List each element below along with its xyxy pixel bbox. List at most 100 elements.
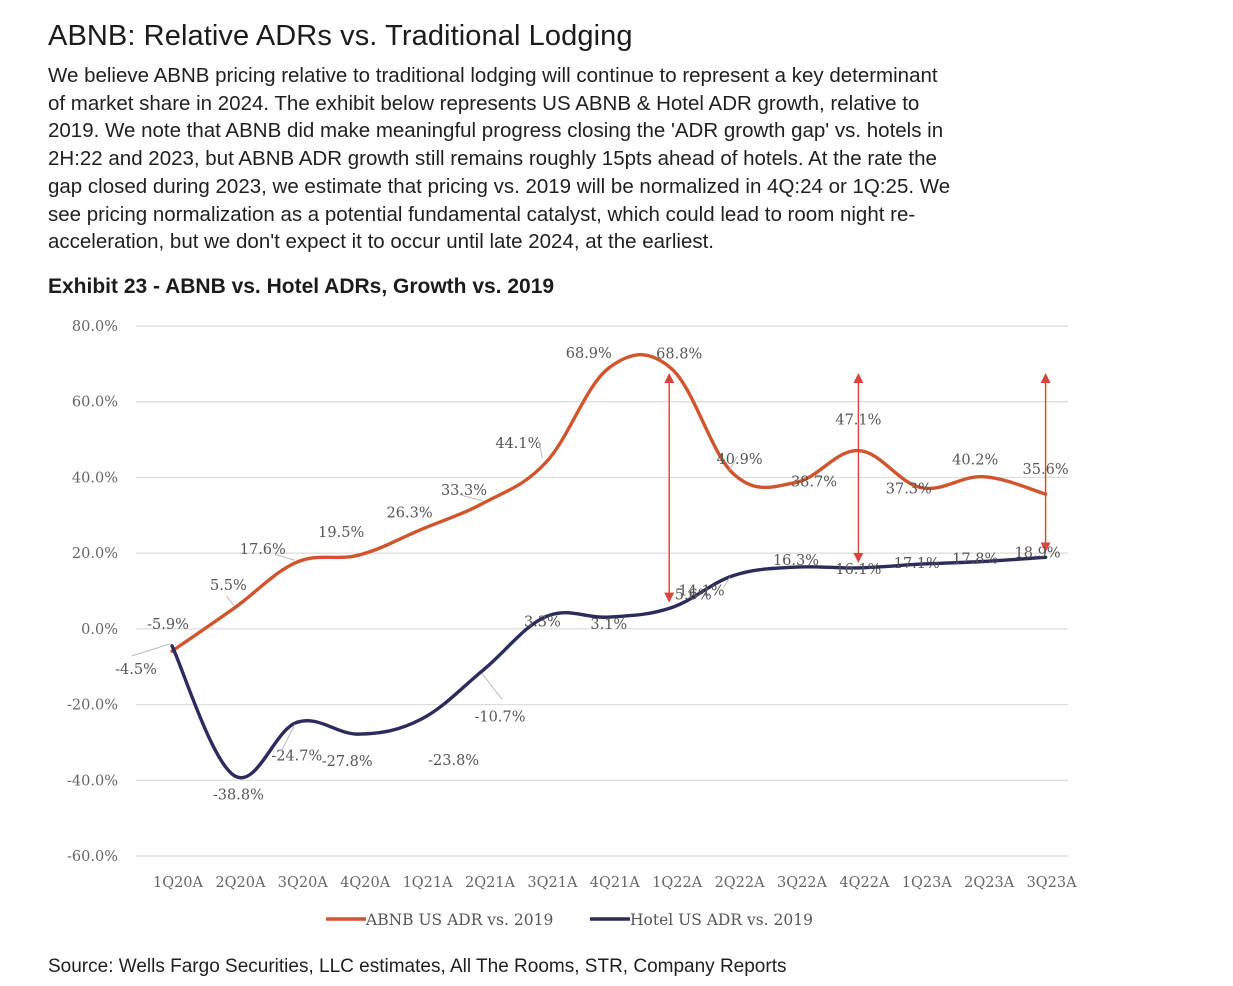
data-label: 17.1% [894, 556, 940, 572]
data-point [919, 486, 923, 490]
data-label: 16.3% [773, 553, 819, 569]
x-tick-label: 1Q21A [403, 875, 454, 891]
data-point [669, 366, 673, 370]
data-label: 3.3% [524, 614, 561, 630]
data-point [607, 366, 611, 370]
data-label: 37.3% [886, 482, 932, 498]
series-line-abnb [170, 353, 1048, 653]
data-point [357, 732, 361, 736]
series-line-hotel [170, 555, 1048, 780]
x-tick-label: 2Q21A [465, 875, 516, 891]
data-point [856, 566, 861, 570]
x-tick-label: 2Q23A [964, 875, 1015, 891]
legend-label-hotel: Hotel US ADR vs. 2019 [630, 911, 813, 929]
data-label: 68.9% [566, 346, 612, 362]
body-line: acceleration, but we don't expect it to … [48, 230, 714, 254]
data-point [232, 606, 236, 610]
x-tick-label: 4Q21A [590, 875, 641, 891]
data-label: -4.5% [115, 662, 157, 678]
page-title: ABNB: Relative ADRs vs. Traditional Lodg… [48, 20, 633, 52]
data-point [357, 553, 361, 557]
data-label: -10.7% [475, 709, 526, 725]
legend-label-abnb: ABNB US ADR vs. 2019 [365, 911, 553, 929]
x-tick-label: 1Q22A [652, 875, 703, 891]
x-tick-label: 3Q22A [777, 875, 828, 891]
x-tick-label: 2Q20A [215, 875, 266, 891]
data-point [420, 717, 424, 721]
data-point [981, 475, 985, 479]
label-leader-line [481, 673, 503, 700]
data-point [482, 667, 486, 671]
data-label: 38.7% [791, 474, 837, 490]
y-tick-label: -40.0% [67, 773, 118, 789]
data-point [607, 615, 611, 619]
data-point [170, 644, 174, 648]
x-tick-label: 4Q22A [839, 875, 890, 891]
body-line: 2019. We note that ABNB did make meaning… [48, 119, 944, 143]
source-note: Source: Wells Fargo Securities, LLC esti… [48, 956, 787, 977]
data-label: 18.9% [1015, 545, 1061, 561]
body-paragraph: We believe ABNB pricing relative to trad… [48, 62, 1088, 256]
data-label: 5.6% [675, 588, 712, 604]
data-point [544, 460, 549, 464]
label-leader-line [131, 643, 171, 657]
data-point [295, 560, 299, 564]
data-label: 16.1% [835, 562, 881, 578]
data-point [482, 501, 486, 505]
body-line: We believe ABNB pricing relative to trad… [48, 64, 938, 87]
data-point [1044, 555, 1048, 559]
data-point [295, 720, 299, 724]
data-label: 26.3% [387, 505, 433, 521]
data-point [232, 774, 236, 778]
data-point [420, 527, 424, 531]
data-point [669, 606, 673, 610]
data-label: 40.9% [717, 452, 763, 468]
label-leader-line [729, 455, 739, 471]
x-tick-label: 3Q20A [278, 875, 329, 891]
data-label: 47.1% [835, 413, 881, 429]
chart: 80.0% 60.0% 40.0% 20.0% 0.0% -20.0% -40.0% -60.… [67, 319, 1078, 929]
data-label: -5.9% [147, 617, 189, 633]
y-tick-label: 20.0% [72, 546, 118, 562]
label-leader-line [537, 439, 543, 459]
body-line: see pricing normalization as a potential… [48, 202, 916, 226]
data-point [856, 448, 861, 453]
data-label: -27.8% [322, 754, 373, 770]
data-label: 17.6% [240, 542, 286, 558]
data-label: -23.8% [428, 753, 479, 769]
body-line: 2H:22 and 2023, but ABNB ADR growth stil… [48, 147, 937, 171]
data-label: 33.3% [441, 483, 487, 499]
label-leader-line [280, 724, 296, 753]
data-label: 17.8% [952, 551, 998, 567]
y-tick-label: 0.0% [81, 622, 118, 638]
label-leader-line [226, 595, 235, 607]
x-tick-label: 3Q21A [527, 875, 578, 891]
data-label: 44.1% [495, 436, 541, 452]
x-tick-label: 1Q23A [902, 875, 953, 891]
y-tick-label: 60.0% [72, 395, 118, 411]
body-line: of market share in 2024. The exhibit bel… [48, 91, 920, 115]
label-leader-line [459, 494, 483, 502]
y-tick-label: 40.0% [72, 470, 118, 486]
x-tick-label: 1Q20A [153, 875, 204, 891]
data-point [981, 559, 985, 564]
data-label: 5.5% [210, 578, 247, 594]
label-leader-line [723, 577, 731, 588]
label-leader-line [274, 553, 295, 561]
data-point [794, 480, 798, 484]
x-tick-label: 4Q20A [340, 875, 391, 891]
data-label: -38.8% [213, 788, 264, 804]
data-point [1044, 492, 1048, 496]
x-tick-label: 3Q23A [1027, 875, 1078, 891]
y-tick-label: 80.0% [72, 319, 118, 335]
body-line: gap closed during 2023, we estimate that… [48, 174, 951, 198]
data-label: -24.7% [271, 748, 322, 764]
data-label: 19.5% [318, 525, 364, 541]
y-tick-label: -20.0% [67, 698, 118, 714]
data-label: 3.1% [590, 617, 627, 633]
data-label: 35.6% [1023, 462, 1069, 478]
data-point [919, 562, 923, 566]
y-tick-label: -60.0% [67, 849, 118, 865]
x-tick-label: 2Q22A [715, 875, 766, 891]
data-point [794, 565, 798, 569]
